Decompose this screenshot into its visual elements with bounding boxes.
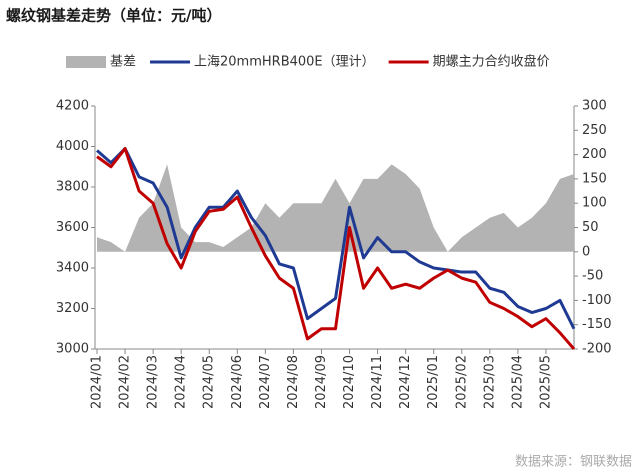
legend-swatch xyxy=(66,56,106,68)
y2-tick-label: -100 xyxy=(582,293,612,308)
x-tick-label: 2024/04 xyxy=(174,355,189,409)
y2-tick-label: 0 xyxy=(582,244,590,259)
legend-label: 基差 xyxy=(110,55,136,70)
y2-tick-label: -150 xyxy=(582,317,612,332)
y-tick-label: 3600 xyxy=(56,220,89,235)
y2-tick-label: 300 xyxy=(582,99,607,114)
x-tick-label: 2024/02 xyxy=(118,355,133,409)
basis-area xyxy=(97,164,574,252)
x-tick-label: 2024/01 xyxy=(90,355,105,409)
price-line xyxy=(96,147,576,330)
y2-tick-label: 50 xyxy=(582,220,599,235)
y2-tick-label: 200 xyxy=(582,147,607,162)
legend-label: 期螺主力合约收盘价 xyxy=(433,54,550,70)
x-tick-label: 2024/08 xyxy=(286,355,301,409)
x-tick-label: 2024/10 xyxy=(342,355,357,409)
y2-tick-label: 150 xyxy=(582,171,607,186)
x-tick-label: 2024/07 xyxy=(258,355,273,409)
x-tick-label: 2024/12 xyxy=(398,355,413,409)
x-tick-label: 2025/03 xyxy=(482,355,497,409)
y2-tick-label: 250 xyxy=(582,123,607,138)
legend-label: 上海20mmHRB400E（理计） xyxy=(194,55,375,70)
x-tick-label: 2024/11 xyxy=(370,355,385,409)
y-tick-label: 3800 xyxy=(56,180,89,195)
x-tick-label: 2024/06 xyxy=(230,355,245,409)
y-tick-label: 4200 xyxy=(56,99,89,114)
y2-tick-label: -50 xyxy=(582,269,603,284)
x-tick-label: 2025/05 xyxy=(538,355,553,409)
source: 数据来源：钢联数据 xyxy=(515,455,632,470)
x-tick-label: 2025/04 xyxy=(510,355,525,409)
y-tick-label: 3000 xyxy=(56,342,89,357)
x-tick-label: 2025/01 xyxy=(426,355,441,409)
y2-tick-label: 100 xyxy=(582,196,607,211)
x-tick-label: 2024/03 xyxy=(146,355,161,409)
y-tick-label: 3200 xyxy=(56,301,89,316)
x-tick-label: 2024/05 xyxy=(202,355,217,409)
x-tick-label: 2024/09 xyxy=(314,355,329,409)
chart-title: 螺纹钢基差走势（单位：元/吨） xyxy=(6,7,221,25)
y-tick-label: 4000 xyxy=(56,139,89,154)
price-line xyxy=(96,147,576,350)
y2-tick-label: -200 xyxy=(582,342,612,357)
x-tick-label: 2025/02 xyxy=(454,355,469,409)
y-tick-label: 3400 xyxy=(56,261,89,276)
